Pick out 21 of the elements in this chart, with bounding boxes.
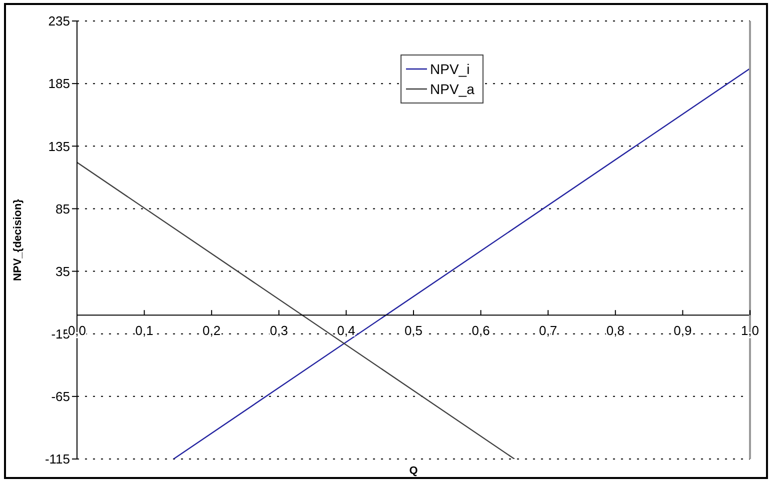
x-tick-label: 0,8: [606, 323, 624, 338]
y-tick-label: 135: [48, 138, 70, 154]
legend-label: NPV_a: [430, 81, 475, 97]
x-tick-label: 0,2: [202, 323, 221, 338]
x-tick-label: 0,9: [674, 323, 692, 338]
y-tick-label: -115: [44, 452, 70, 467]
y-tick-label: 35: [56, 264, 70, 279]
y-tick-label: 185: [48, 76, 70, 92]
x-tick-label: 1,0: [740, 323, 760, 338]
x-tick-label: 0,3: [270, 323, 288, 338]
x-tick-label: 0,4: [337, 323, 356, 338]
legend-label: NPV_i: [430, 61, 470, 77]
x-tick-label: 0,5: [404, 323, 423, 338]
x-tick-label: 0,6: [472, 323, 490, 338]
y-tick-label: 85: [56, 201, 70, 216]
x-tick-label: 0,7: [539, 323, 558, 338]
y-axis-title: NPV_{decision}: [12, 198, 24, 281]
x-axis-title: Q: [409, 465, 418, 477]
y-tick-label: -65: [51, 389, 70, 404]
y-tick-label: 235: [48, 14, 70, 29]
x-tick-label: 0,1: [135, 323, 154, 338]
